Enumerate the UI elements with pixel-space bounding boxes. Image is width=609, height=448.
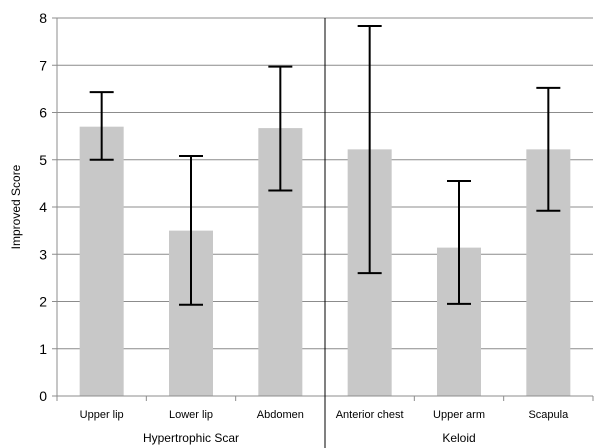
bars (79, 126, 571, 397)
bar-upper-lip (79, 126, 124, 397)
y-tick-label: 7 (39, 57, 47, 73)
x-tick-label: Lower lip (169, 409, 213, 421)
y-tick-label: 6 (39, 105, 47, 121)
y-tick-label: 1 (39, 341, 47, 357)
y-tick-label: 4 (39, 199, 47, 215)
y-tick-label: 8 (39, 10, 47, 26)
labels: 0 1 2 3 4 5 6 7 8 Hypertrophic Scar Keloid Upper li… (39, 10, 569, 445)
y-axis-label: Improved Score (9, 164, 23, 249)
y-tick-label: 0 (39, 388, 47, 404)
y-tick-label: 2 (39, 294, 47, 310)
x-tick-label: Upper lip (80, 409, 124, 421)
y-tick-label: 3 (39, 246, 47, 262)
group-label: Hypertrophic Scar (143, 431, 239, 445)
x-tick-label: Upper arm (433, 409, 485, 421)
axes (52, 17, 594, 448)
group-label: Keloid (442, 431, 475, 445)
error-bars (89, 25, 561, 306)
y-tick-label: 5 (39, 152, 47, 168)
x-tick-label: Anterior chest (336, 409, 404, 421)
x-tick-label: Scapula (528, 409, 569, 421)
x-tick-label: Abdomen (257, 409, 304, 421)
